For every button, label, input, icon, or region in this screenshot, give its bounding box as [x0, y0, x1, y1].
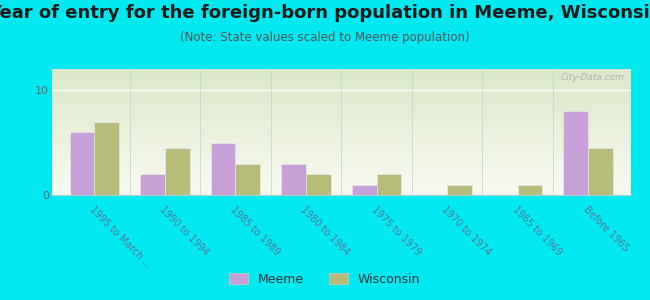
- Bar: [235, 164, 260, 195]
- Bar: [588, 148, 613, 195]
- Bar: [165, 148, 190, 195]
- Legend: Meeme, Wisconsin: Meeme, Wisconsin: [224, 268, 426, 291]
- Bar: [447, 184, 472, 195]
- Bar: [376, 174, 401, 195]
- Bar: [281, 164, 306, 195]
- Bar: [517, 184, 542, 195]
- Bar: [211, 142, 235, 195]
- Bar: [70, 132, 94, 195]
- Bar: [306, 174, 331, 195]
- Text: Year of entry for the foreign-born population in Meeme, Wisconsin: Year of entry for the foreign-born popul…: [0, 4, 650, 22]
- Text: City-Data.com: City-Data.com: [561, 73, 625, 82]
- Bar: [140, 174, 165, 195]
- Text: (Note: State values scaled to Meeme population): (Note: State values scaled to Meeme popu…: [180, 32, 470, 44]
- Bar: [564, 111, 588, 195]
- Bar: [94, 122, 119, 195]
- Bar: [352, 184, 376, 195]
